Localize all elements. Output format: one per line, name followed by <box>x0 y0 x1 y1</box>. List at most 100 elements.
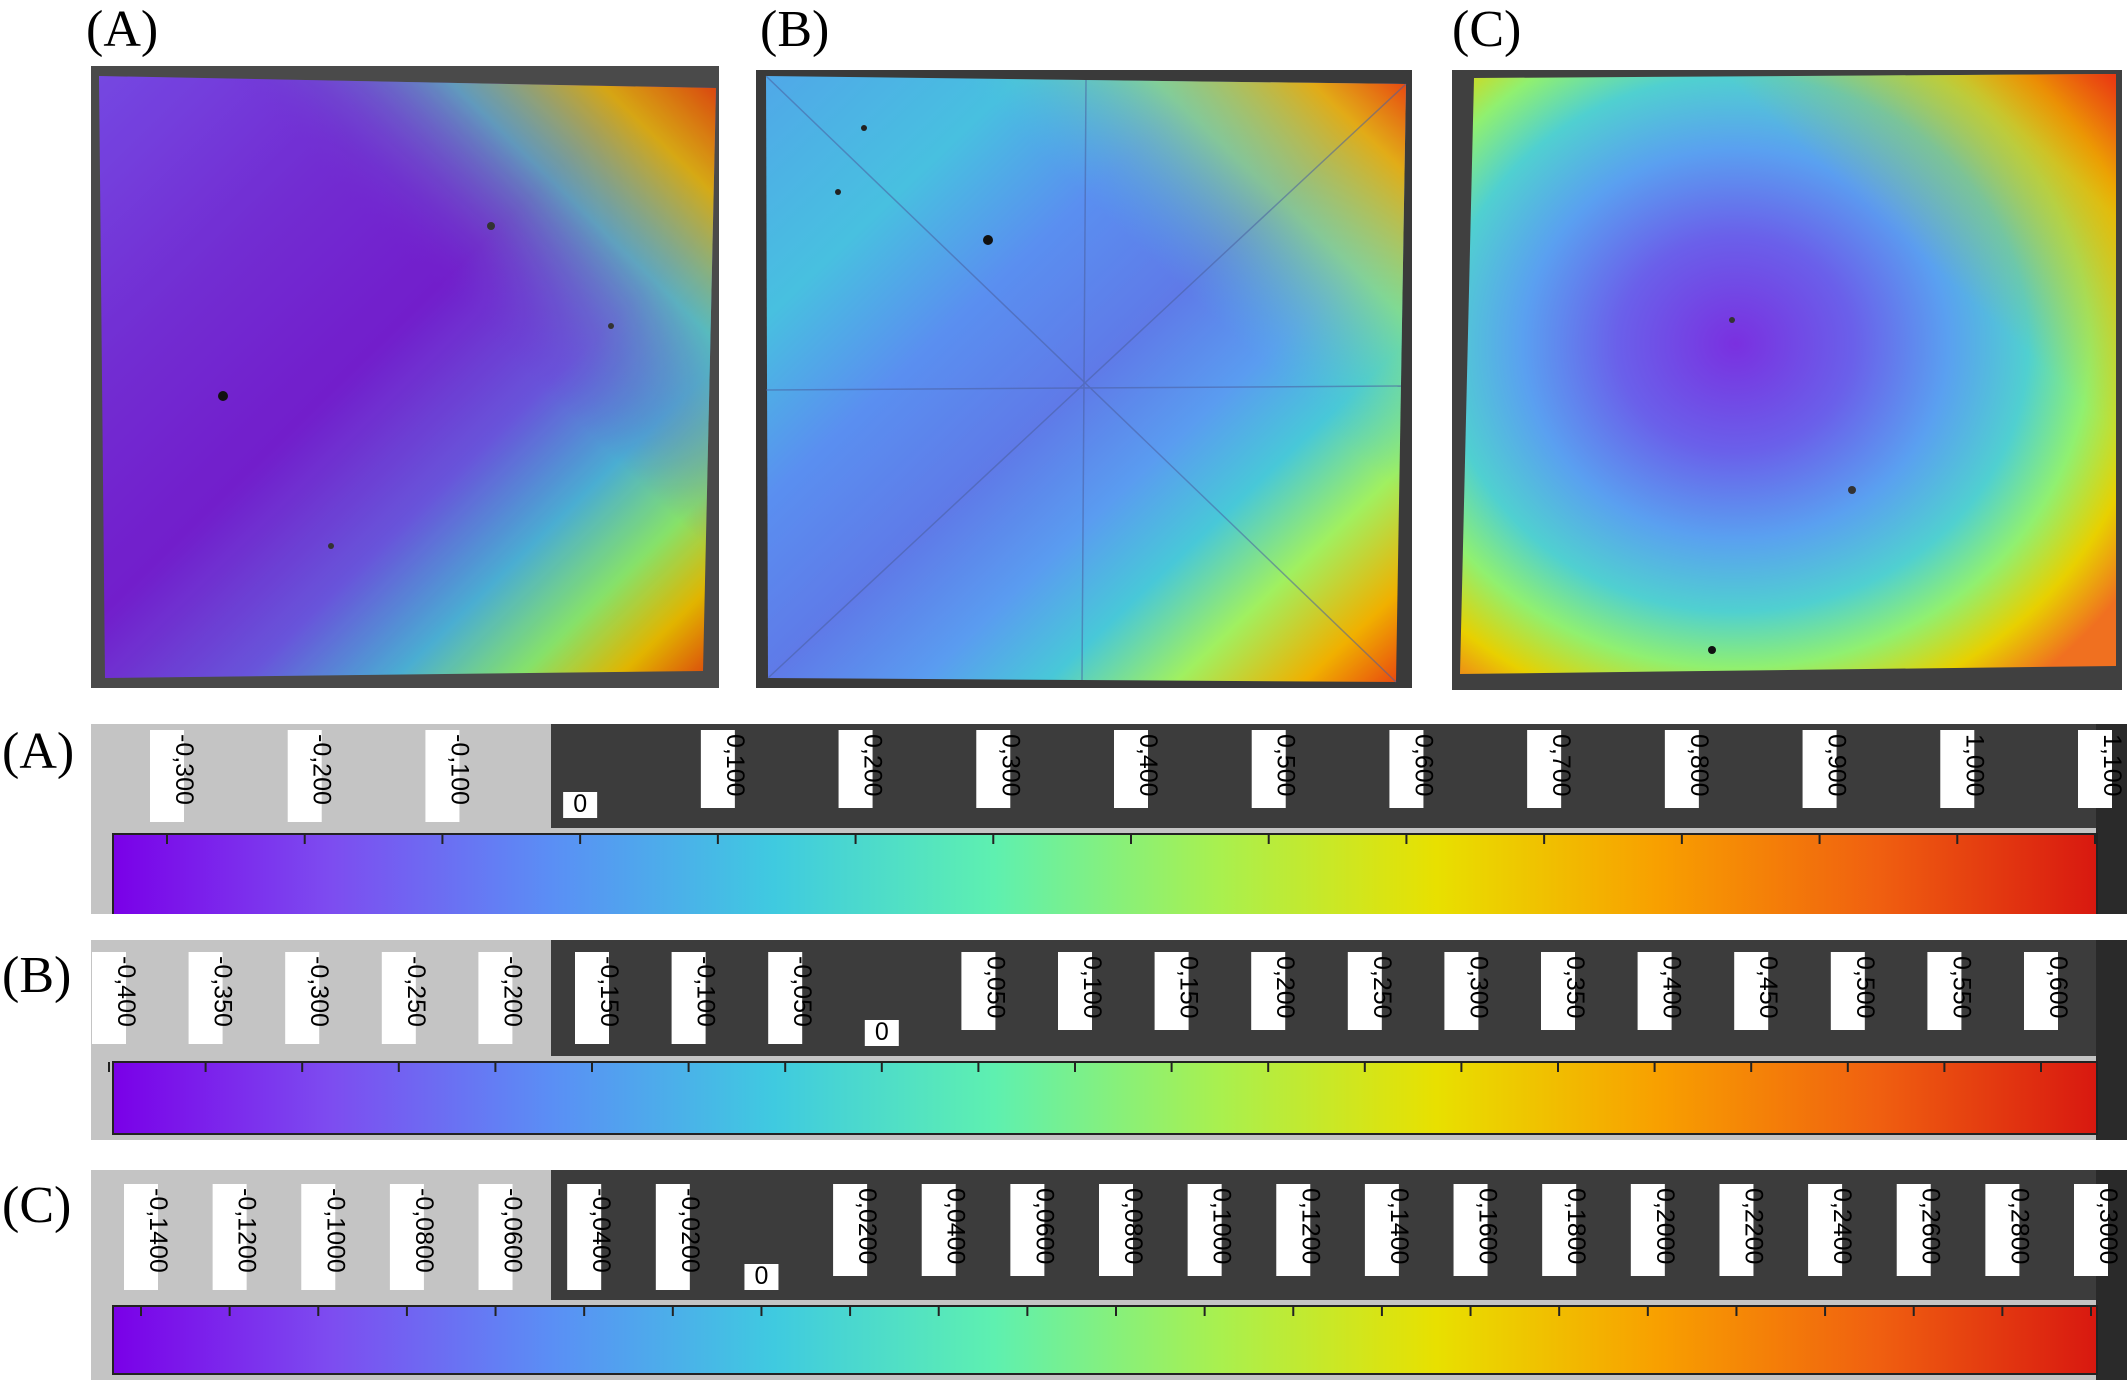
tick-label: 0,2400 <box>1828 1188 1856 1264</box>
tick-label: -0,200 <box>498 956 526 1027</box>
scale-label-b: (B) <box>2 947 72 1004</box>
colorbar-c: -0,1400 -0,1200 -0,1000 -0,0800 -0,0600 -0,04… <box>91 1170 2127 1380</box>
tick-label: -0,200 <box>308 734 336 805</box>
tick-label: 0,400 <box>1658 956 1686 1019</box>
colorbar-gradient <box>112 1061 2098 1135</box>
tick-label-box <box>2074 1184 2108 1276</box>
colorbar-a: -0,300 -0,200 -0,100 0 0,100 0,200 0,300 0,400 0… <box>91 716 2127 914</box>
tick-label: 0,300 <box>996 734 1024 797</box>
tick-label-box <box>1154 952 1189 1030</box>
tick-label: -0,0200 <box>676 1188 704 1273</box>
tick-label: -0,100 <box>692 956 720 1027</box>
tick-label-box <box>2024 952 2058 1030</box>
tick-label-box <box>188 952 223 1044</box>
tick-label-box <box>1347 952 1382 1030</box>
tick-label-box <box>833 1184 868 1276</box>
tick-label-box <box>1734 952 1769 1030</box>
tick-label-box <box>700 730 735 808</box>
tick-label-box <box>2078 730 2112 808</box>
panel-label-a: (A) <box>86 1 159 58</box>
tick-label: 0,1600 <box>1474 1188 1502 1264</box>
tick-label: 0,200 <box>1271 956 1299 1019</box>
tick-label: -0,050 <box>788 956 816 1027</box>
tick-label: 0 <box>755 1262 769 1290</box>
tick-label: -0,1400 <box>144 1188 172 1273</box>
tick-label: 1,100 <box>2098 734 2126 797</box>
tick-label-box <box>1187 1184 1222 1276</box>
tick-label-box <box>478 952 513 1044</box>
tick-label-box <box>1637 952 1672 1030</box>
tick-label: -0,300 <box>170 734 198 805</box>
tick-label-box <box>1099 1184 1133 1276</box>
tick-label: 0,900 <box>1823 734 1851 797</box>
tick-label: 0,200 <box>859 734 887 797</box>
strain-field-image-a <box>91 66 719 688</box>
tick-label-box <box>389 1184 424 1290</box>
tick-label-box <box>1058 952 1092 1030</box>
tick-label: 0,400 <box>1134 734 1162 797</box>
tick-label: 1,000 <box>1960 734 1988 797</box>
tick-label-box <box>1542 1184 1577 1276</box>
tick-label: 0,2200 <box>1739 1188 1767 1264</box>
tick-label-box <box>1719 1184 1754 1276</box>
tick-label-box <box>1830 952 1865 1030</box>
tick-label-box <box>287 730 322 822</box>
tick-label: 0,2000 <box>1651 1188 1679 1264</box>
tick-label-box <box>1985 1184 2020 1276</box>
tick-label: 0,550 <box>1947 956 1975 1019</box>
tick-label-box <box>1664 730 1699 808</box>
tick-label: -0,1000 <box>321 1188 349 1273</box>
strain-field-image-c <box>1452 70 2122 690</box>
tick-label: -0,400 <box>112 956 140 1027</box>
tick-label: 0,0200 <box>853 1188 881 1264</box>
tick-label-box <box>864 1020 899 1046</box>
tick-label: 0,100 <box>1078 956 1106 1019</box>
tick-label-box <box>744 1264 779 1290</box>
panel-label-c: (C) <box>1452 1 1522 58</box>
tick-label: 0,3000 <box>2094 1188 2122 1264</box>
panel-label-b: (B) <box>760 1 830 58</box>
tick-label: -0,350 <box>209 956 237 1027</box>
colorbar-b: -0,400 -0,350 -0,300 -0,250 -0,200 -0,150 -0,1… <box>91 940 2127 1140</box>
tick-label: 0,300 <box>1464 956 1492 1019</box>
tick-label-box <box>1630 1184 1665 1276</box>
tick-label: 0,2800 <box>2005 1188 2033 1264</box>
tick-label-box <box>1541 952 1575 1030</box>
colorbar-gradient <box>112 1305 2098 1375</box>
scale-label-c: (C) <box>2 1177 72 1234</box>
tick-label: 0,1200 <box>1296 1188 1324 1264</box>
tick-label: 0,1000 <box>1208 1188 1236 1264</box>
tick-label-box <box>1364 1184 1399 1276</box>
tick-label: 0,150 <box>1175 956 1203 1019</box>
tick-label: 0,800 <box>1685 734 1713 797</box>
tick-label-box <box>563 792 598 818</box>
tick-label: 0,600 <box>1409 734 1437 797</box>
tick-label: 0,0800 <box>1119 1188 1147 1264</box>
tick-label: -0,1200 <box>233 1188 261 1273</box>
tick-label-box <box>301 1184 336 1290</box>
tick-label-box <box>1808 1184 1843 1276</box>
tick-label: 0,500 <box>1851 956 1879 1019</box>
tick-label-box <box>1802 730 1837 808</box>
tick-label-box <box>838 730 873 808</box>
tick-label-box <box>1940 730 1975 808</box>
tick-label-box <box>92 952 126 1044</box>
tick-label-box <box>1251 952 1286 1030</box>
tick-label: -0,0800 <box>410 1188 438 1273</box>
tick-label-box <box>671 952 706 1044</box>
tick-label-box <box>285 952 320 1044</box>
tick-label: 0,350 <box>1561 956 1589 1019</box>
tick-label: -0,150 <box>595 956 623 1027</box>
tick-label-box <box>1251 730 1286 808</box>
tick-label-box <box>1010 1184 1045 1276</box>
tick-label: 0,1400 <box>1385 1188 1413 1264</box>
tick-label: -0,250 <box>402 956 430 1027</box>
tick-label-box <box>1453 1184 1488 1276</box>
tick-label-box <box>1276 1184 1311 1276</box>
colorbar-gradient <box>112 833 2098 914</box>
scale-label-a: (A) <box>2 723 75 780</box>
tick-label: 0,0600 <box>1030 1188 1058 1264</box>
tick-label: -0,0600 <box>499 1188 527 1273</box>
tick-label-box <box>768 952 803 1044</box>
tick-label-box <box>575 952 609 1044</box>
